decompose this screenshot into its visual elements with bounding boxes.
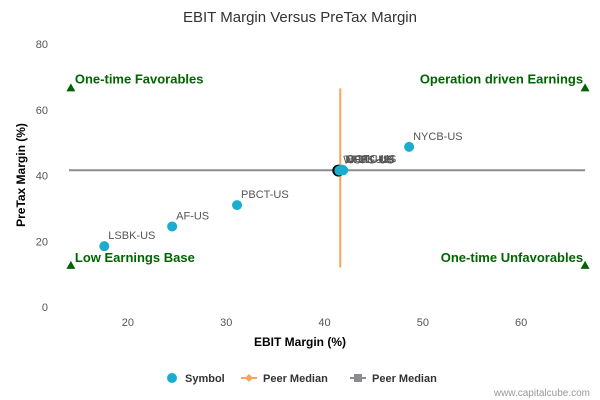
y-axis-title: PreTax Margin (%) [14, 123, 28, 227]
data-point-label: NFBK-US [345, 154, 393, 166]
quadrant-label-bottom-right: One-time Unfavorables [441, 250, 583, 265]
data-point[interactable] [232, 200, 243, 211]
x-axis-title: EBIT Margin (%) [254, 335, 346, 349]
x-tick-label: 40 [318, 317, 330, 329]
legend-peer-median-square[interactable] [354, 374, 362, 382]
legend-symbol-marker[interactable] [167, 373, 177, 383]
y-tick-label: 60 [36, 105, 48, 117]
quadrant-label-top-left: One-time Favorables [75, 71, 204, 86]
data-point-label: BRKL-US [347, 154, 395, 166]
legend-peer-median-label[interactable]: Peer Median [372, 373, 437, 385]
x-tick-label: 60 [515, 317, 527, 329]
data-point[interactable] [167, 221, 178, 232]
chart-title: EBIT Margin Versus PreTax Margin [183, 9, 417, 26]
data-point-label: TFSL-US [344, 154, 390, 166]
y-tick-label: 40 [36, 171, 48, 183]
data-point-label: PBCT-US [241, 189, 289, 201]
data-point-label: LSBK-US [108, 230, 155, 242]
data-point-label: OCFC-US [346, 154, 396, 166]
quadrant-label-bottom-left: Low Earnings Base [75, 250, 195, 265]
data-point-label: NYCB-US [413, 131, 463, 143]
y-tick-label: 0 [42, 302, 48, 314]
data-point[interactable] [404, 141, 415, 152]
data-point-label: AF-US [176, 210, 209, 222]
x-tick-label: 30 [220, 317, 232, 329]
data-point[interactable] [334, 165, 345, 176]
y-tick-label: 20 [36, 236, 48, 248]
legend-peer-median-diamond[interactable] [245, 374, 253, 382]
credit-text: www.capitalcube.com [493, 388, 590, 399]
x-tick-label: 20 [122, 317, 134, 329]
quadrant-triangle-marker [66, 83, 76, 92]
y-tick-label: 80 [36, 39, 48, 51]
legend-symbol-label[interactable]: Symbol [185, 373, 225, 385]
quadrant-label-top-right: Operation driven Earnings [420, 71, 583, 86]
quadrant-triangle-marker [580, 260, 590, 269]
quadrant-triangle-marker [580, 83, 590, 92]
data-point[interactable] [99, 241, 110, 252]
data-point-label: WSFS-US [343, 155, 394, 167]
legend-peer-median-label[interactable]: Peer Median [263, 373, 328, 385]
x-tick-label: 50 [417, 317, 429, 329]
quadrant-triangle-marker [66, 260, 76, 269]
